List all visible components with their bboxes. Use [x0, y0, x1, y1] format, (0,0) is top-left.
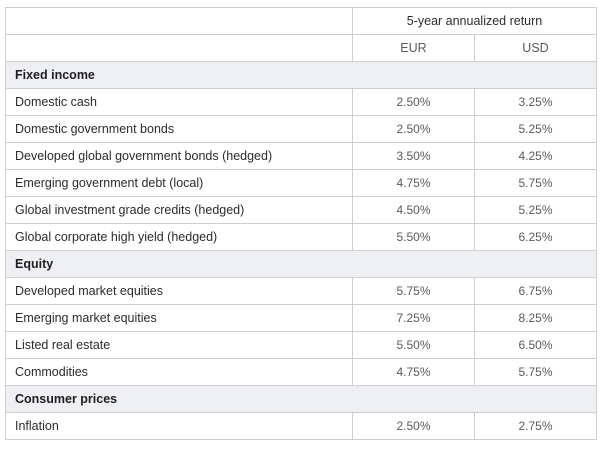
- eur-value: 2.50%: [352, 88, 475, 116]
- usd-value: 5.75%: [474, 169, 597, 197]
- eur-value: 2.50%: [352, 412, 475, 440]
- table-row: Domestic cash 2.50% 3.25%: [5, 88, 597, 116]
- eur-value: 4.75%: [352, 169, 475, 197]
- usd-value: 5.25%: [474, 196, 597, 224]
- table-row: Global corporate high yield (hedged) 5.50…: [5, 223, 597, 251]
- usd-value: 5.75%: [474, 358, 597, 386]
- eur-value: 5.50%: [352, 223, 475, 251]
- eur-value: 5.50%: [352, 331, 475, 359]
- table-row: Global investment grade credits (hedged)…: [5, 196, 597, 224]
- usd-value: 5.25%: [474, 115, 597, 143]
- table-row: Commodities 4.75% 5.75%: [5, 358, 597, 386]
- table-header: 5-year annualized return EUR USD: [5, 7, 597, 62]
- eur-value: 7.25%: [352, 304, 475, 332]
- usd-value: 6.50%: [474, 331, 597, 359]
- row-label: Global corporate high yield (hedged): [5, 223, 353, 251]
- usd-value: 2.75%: [474, 412, 597, 440]
- usd-value: 6.75%: [474, 277, 597, 305]
- section-title: Fixed income: [5, 61, 597, 89]
- table-row: Emerging government debt (local) 4.75% 5.7…: [5, 169, 597, 197]
- table-row: Developed global government bonds (hedge…: [5, 142, 597, 170]
- row-label: Commodities: [5, 358, 353, 386]
- table-row: Inflation 2.50% 2.75%: [5, 412, 597, 440]
- currency-header-row: EUR USD: [5, 34, 597, 62]
- row-label: Global investment grade credits (hedged): [5, 196, 353, 224]
- usd-value: 3.25%: [474, 88, 597, 116]
- row-label: Domestic government bonds: [5, 115, 353, 143]
- returns-table: 5-year annualized return EUR USD Fixed i…: [5, 7, 597, 440]
- section-row: Equity: [5, 250, 597, 278]
- row-label: Emerging market equities: [5, 304, 353, 332]
- eur-value: 5.75%: [352, 277, 475, 305]
- row-label: Listed real estate: [5, 331, 353, 359]
- table-row: Developed market equities 5.75% 6.75%: [5, 277, 597, 305]
- eur-value: 4.75%: [352, 358, 475, 386]
- usd-value: 6.25%: [474, 223, 597, 251]
- eur-value: 2.50%: [352, 115, 475, 143]
- section-row: Fixed income: [5, 61, 597, 89]
- section-row: Consumer prices: [5, 385, 597, 413]
- header-empty-cell: [5, 7, 353, 35]
- row-label: Developed market equities: [5, 277, 353, 305]
- super-header-row: 5-year annualized return: [5, 7, 597, 35]
- table-row: Emerging market equities 7.25% 8.25%: [5, 304, 597, 332]
- section-title: Consumer prices: [5, 385, 597, 413]
- row-label: Emerging government debt (local): [5, 169, 353, 197]
- table-row: Domestic government bonds 2.50% 5.25%: [5, 115, 597, 143]
- returns-table-container: 5-year annualized return EUR USD Fixed i…: [5, 7, 597, 440]
- eur-value: 4.50%: [352, 196, 475, 224]
- table-row: Listed real estate 5.50% 6.50%: [5, 331, 597, 359]
- header-empty-cell: [5, 34, 353, 62]
- section-title: Equity: [5, 250, 597, 278]
- row-label: Developed global government bonds (hedge…: [5, 142, 353, 170]
- usd-value: 4.25%: [474, 142, 597, 170]
- column-header-usd: USD: [474, 34, 597, 62]
- eur-value: 3.50%: [352, 142, 475, 170]
- row-label: Domestic cash: [5, 88, 353, 116]
- super-header-label: 5-year annualized return: [352, 7, 597, 35]
- table-body: Fixed income Domestic cash 2.50% 3.25% Domes…: [5, 61, 597, 440]
- usd-value: 8.25%: [474, 304, 597, 332]
- column-header-eur: EUR: [352, 34, 475, 62]
- row-label: Inflation: [5, 412, 353, 440]
